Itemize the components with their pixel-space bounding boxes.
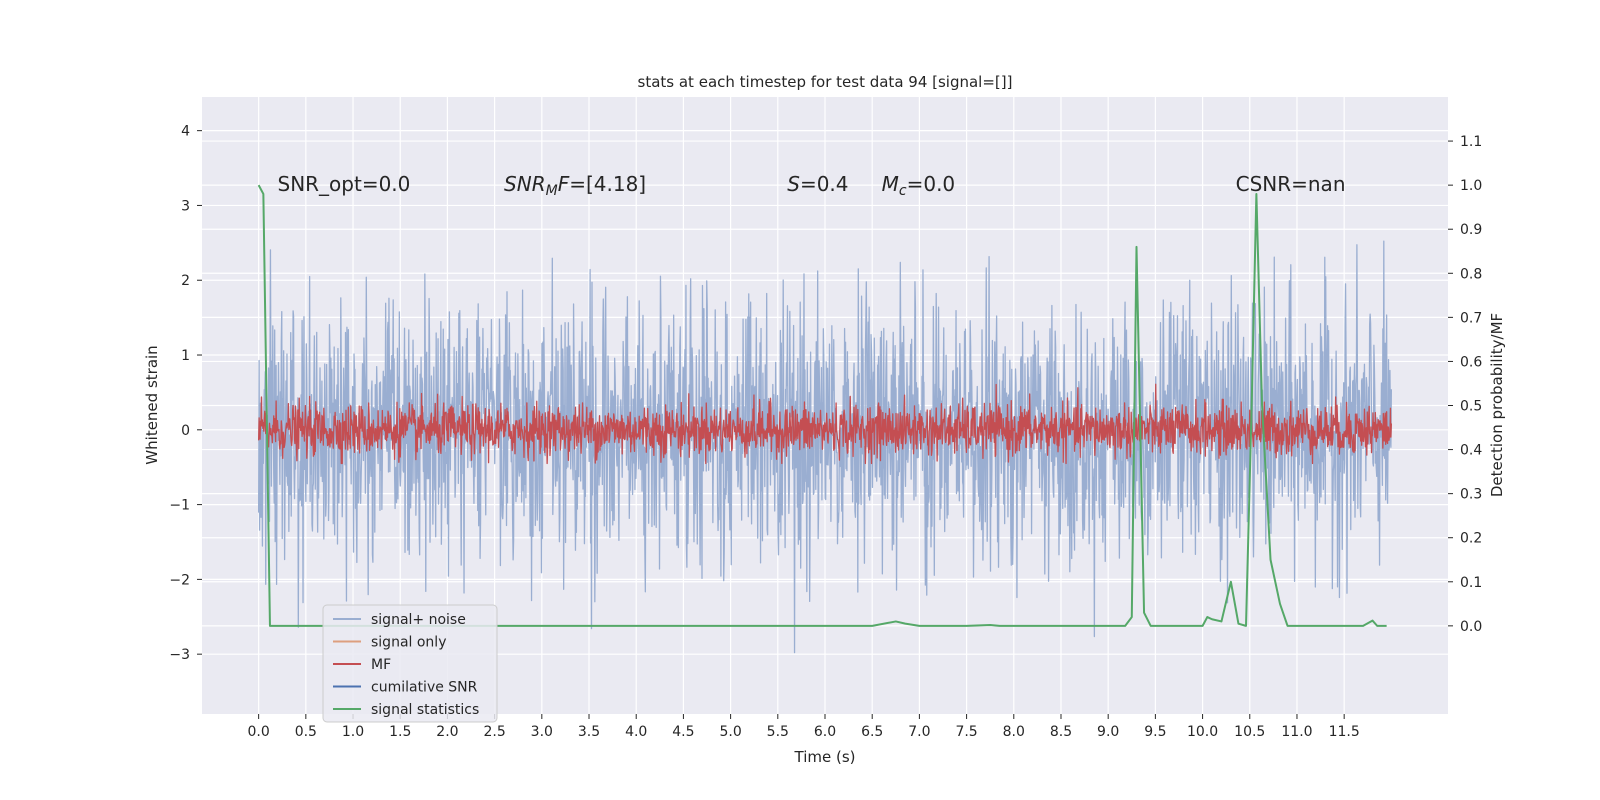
annotations: SNR_opt=0.0 SNRMF=[4.18] S=0.4 Mc=0.0 CSNR=n… <box>278 172 1346 199</box>
y-right-tick-label: 0.2 <box>1460 531 1482 547</box>
y-tick-label: 3 <box>181 198 190 214</box>
legend-label: MF <box>371 657 391 673</box>
annotation: SNRMF=[4.18] <box>504 172 646 199</box>
annotation: SNR_opt=0.0 <box>278 172 411 196</box>
x-tick-label: 2.0 <box>436 724 458 740</box>
y-right-tick-label: 0.1 <box>1460 575 1482 591</box>
y-right-tick-label: 0.5 <box>1460 399 1482 415</box>
x-tick-label: 5.0 <box>719 724 741 740</box>
legend-label: signal+ noise <box>371 612 466 628</box>
legend-label: cumilative SNR <box>371 680 478 696</box>
x-tick-label: 5.5 <box>767 724 789 740</box>
legend-label: signal statistics <box>371 702 479 718</box>
annotation: S=0.4 <box>787 172 848 196</box>
x-tick-label: 11.0 <box>1281 724 1312 740</box>
y-right-tick-label: 0.0 <box>1460 619 1482 635</box>
annotation: CSNR=nan <box>1236 172 1346 196</box>
y-tick-label: −3 <box>169 647 190 663</box>
legend-label: signal only <box>371 635 446 651</box>
axes: 0.0 0.5 1.0 1.5 2.0 2.5 3.0 3.5 4.0 4.5 5.0 5.5 6.0 6… <box>169 124 1482 740</box>
x-tick-label: 4.0 <box>625 724 647 740</box>
signal-statistics-line <box>257 184 1387 627</box>
y-tick-label: 1 <box>181 348 190 364</box>
y-tick-label: 2 <box>181 273 190 289</box>
y-axis-label: Whitened strain <box>143 345 161 464</box>
y-tick-label: −2 <box>169 572 190 588</box>
x-tick-label: 3.0 <box>531 724 553 740</box>
chart-title: stats at each timestep for test data 94 … <box>638 73 1013 91</box>
x-tick-label: 2.5 <box>483 724 505 740</box>
y-right-axis-label: Detection probability/MF <box>1488 313 1506 497</box>
y-right-tick-label: 0.3 <box>1460 487 1482 503</box>
y-right-tick-label: 0.9 <box>1460 222 1482 238</box>
legend: signal+ noise signal only MF cumilative SNR… <box>322 604 498 723</box>
legend-box <box>322 604 498 723</box>
y-right-tick-label: 0.6 <box>1460 354 1482 370</box>
y-right-tick-label: 1.0 <box>1460 178 1482 194</box>
x-tick-label: 3.5 <box>578 724 600 740</box>
x-tick-label: 8.0 <box>1003 724 1025 740</box>
y-right-tick-label: 0.7 <box>1460 310 1482 326</box>
y-right-tick-label: 0.4 <box>1460 443 1482 459</box>
y-tick-label: 4 <box>181 124 190 140</box>
x-tick-label: 8.5 <box>1050 724 1072 740</box>
y-right-tick-label: 0.8 <box>1460 266 1482 282</box>
x-tick-label: 7.5 <box>955 724 977 740</box>
signal-noise-line <box>257 240 1393 654</box>
y-tick-label: 0 <box>181 423 190 439</box>
x-tick-label: 0.5 <box>295 724 317 740</box>
x-tick-label: 0.0 <box>248 724 270 740</box>
x-tick-label: 9.5 <box>1144 724 1166 740</box>
x-tick-label: 1.0 <box>342 724 364 740</box>
x-tick-label: 11.5 <box>1329 724 1360 740</box>
annotation: Mc=0.0 <box>882 172 956 199</box>
mf-line <box>257 383 1393 465</box>
x-tick-label: 4.5 <box>672 724 694 740</box>
x-tick-label: 6.5 <box>861 724 883 740</box>
x-tick-label: 1.5 <box>389 724 411 740</box>
series-layer <box>257 184 1393 654</box>
x-tick-label: 10.0 <box>1187 724 1218 740</box>
x-axis-label: Time (s) <box>794 748 856 766</box>
x-tick-label: 6.0 <box>814 724 836 740</box>
y-tick-label: −1 <box>169 498 190 514</box>
y-right-tick-label: 1.1 <box>1460 134 1482 150</box>
x-tick-label: 7.0 <box>908 724 930 740</box>
x-tick-label: 9.0 <box>1097 724 1119 740</box>
x-tick-label: 10.5 <box>1234 724 1265 740</box>
